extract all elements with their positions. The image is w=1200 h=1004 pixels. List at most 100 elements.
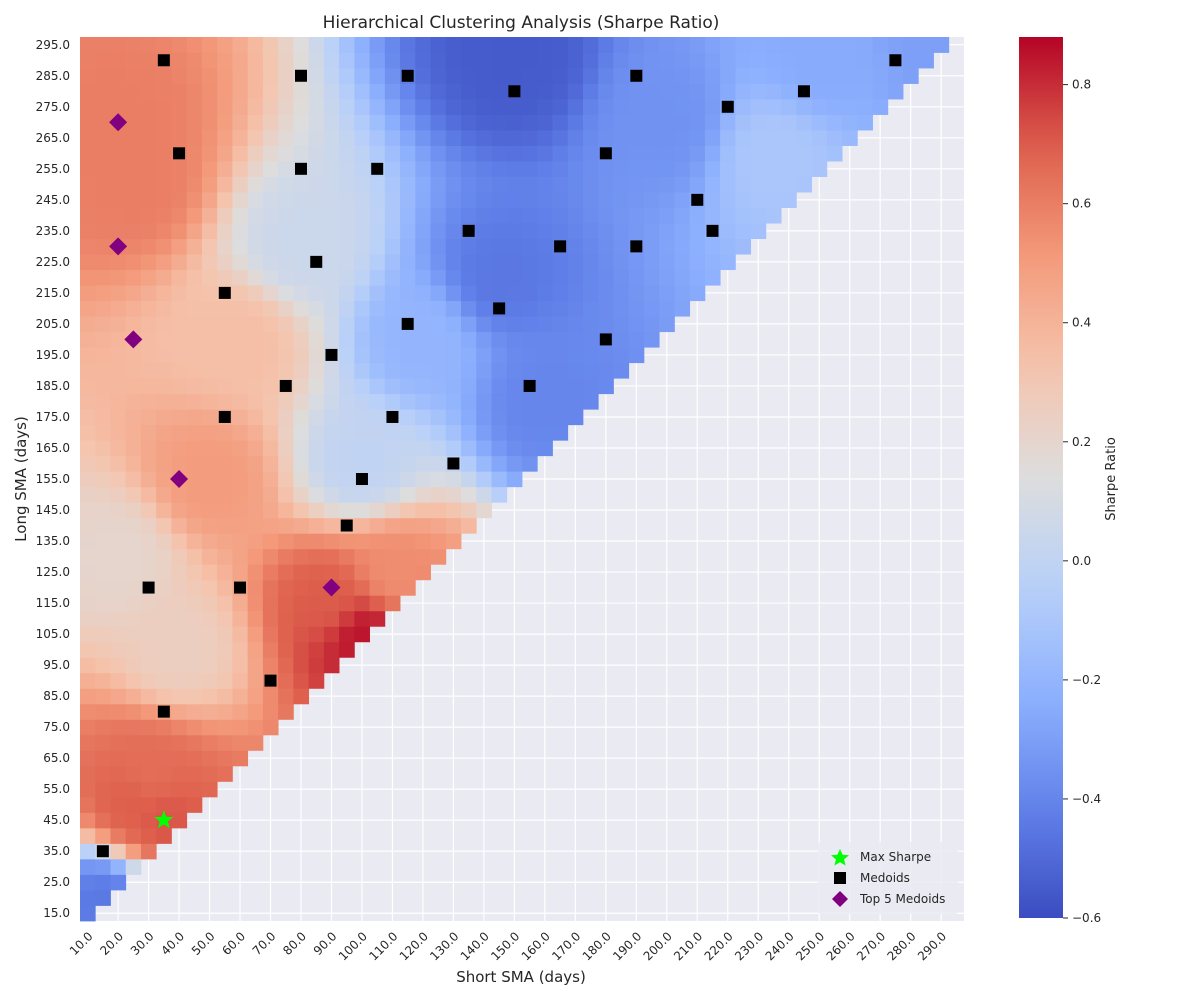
heatmap-cell — [369, 176, 386, 193]
heatmap-cell — [140, 626, 157, 643]
heatmap-cell — [445, 223, 462, 240]
heatmap-cell — [613, 316, 630, 333]
heatmap-cell — [400, 362, 416, 379]
heatmap-cell — [415, 114, 431, 131]
heatmap-cell — [140, 750, 157, 767]
heatmap-cell — [476, 269, 492, 286]
heatmap-cell — [110, 548, 127, 565]
heatmap-cell — [445, 502, 462, 519]
heatmap-cell — [171, 455, 188, 472]
heatmap-cell — [582, 52, 599, 69]
medoid-marker — [508, 85, 521, 98]
heatmap-cell — [522, 424, 538, 441]
heatmap-cell — [293, 517, 310, 534]
heatmap-cell — [201, 331, 218, 348]
heatmap-cell — [80, 579, 96, 596]
heatmap-cell — [552, 285, 569, 302]
heatmap-cell — [430, 517, 447, 534]
heatmap-cell — [415, 223, 431, 240]
heatmap-cell — [476, 223, 492, 240]
heatmap-cell — [704, 176, 721, 193]
heatmap-cell — [156, 362, 172, 379]
y-tick-labels: 15.025.035.045.055.065.075.085.095.0105.… — [36, 38, 70, 920]
legend-item-medoids: Medoids — [828, 869, 910, 887]
heatmap-cell — [339, 579, 355, 596]
heatmap-cell — [201, 300, 218, 317]
heatmap-cell — [522, 37, 538, 53]
heatmap-cell — [95, 548, 111, 565]
top-medoid-marker — [109, 237, 128, 256]
heatmap-cell — [95, 161, 111, 177]
heatmap-cell — [171, 750, 188, 767]
heatmap-cell — [506, 192, 523, 208]
heatmap-cell — [400, 393, 416, 410]
heatmap-cell — [476, 99, 492, 115]
heatmap-cell — [247, 610, 264, 627]
heatmap-cell — [308, 564, 325, 581]
heatmap-cell — [400, 223, 416, 240]
heatmap-cell — [278, 316, 294, 333]
heatmap-cell — [476, 300, 492, 317]
heatmap-cell — [125, 471, 142, 488]
heatmap-cell — [689, 269, 706, 286]
heatmap-cell — [461, 238, 477, 255]
heatmap-cell — [674, 176, 691, 193]
heatmap-cell — [217, 750, 233, 767]
heatmap-cell — [522, 130, 538, 146]
heatmap-cell — [262, 52, 279, 69]
heatmap-cell — [445, 471, 462, 488]
heatmap-cell — [461, 362, 477, 379]
heatmap-cell — [308, 471, 325, 488]
heatmap-cell — [765, 192, 782, 208]
heatmap-cell — [156, 750, 172, 767]
heatmap-cell — [582, 37, 599, 53]
heatmap-cell — [552, 316, 569, 333]
heatmap-cell — [674, 161, 691, 177]
heatmap-cell — [95, 889, 111, 906]
x-tick-label: 270.0 — [854, 929, 888, 963]
heatmap-cell — [171, 223, 188, 240]
heatmap-cell — [445, 424, 462, 441]
heatmap-cell — [156, 595, 172, 612]
heatmap-cell — [354, 114, 370, 131]
heatmap-cell — [247, 626, 264, 643]
heatmap-cell — [384, 378, 401, 395]
heatmap-cell — [735, 114, 752, 131]
heatmap-cell — [415, 440, 431, 457]
heatmap-cell — [232, 641, 249, 658]
heatmap-cell — [415, 409, 431, 426]
x-tick-label: 200.0 — [641, 929, 675, 963]
heatmap-cell — [613, 99, 630, 115]
heatmap-cell — [613, 68, 630, 84]
heatmap-cell — [308, 378, 325, 395]
heatmap-cell — [903, 37, 919, 53]
heatmap-cell — [537, 378, 553, 395]
heatmap-cell — [674, 52, 691, 69]
heatmap-cell — [720, 83, 736, 100]
colorbar-tick-label: 0.4 — [1072, 316, 1091, 330]
heatmap-cell — [293, 145, 310, 162]
heatmap-cell — [537, 145, 553, 162]
heatmap-cell — [628, 300, 645, 317]
heatmap-cell — [720, 223, 736, 240]
heatmap-cell — [506, 424, 523, 441]
y-tick-label: 225.0 — [36, 255, 70, 269]
heatmap-cell — [582, 99, 599, 115]
heatmap-cell — [95, 471, 111, 488]
heatmap-cell — [140, 734, 157, 751]
heatmap-cell — [80, 812, 96, 829]
heatmap-cell — [293, 657, 310, 674]
heatmap-cell — [506, 114, 523, 131]
heatmap-cell — [781, 52, 797, 69]
heatmap-cell — [903, 52, 919, 69]
heatmap-cell — [247, 207, 264, 224]
heatmap-cell — [80, 672, 96, 689]
heatmap-cell — [369, 502, 386, 519]
heatmap-cell — [461, 269, 477, 286]
x-axis-label: Short SMA (days) — [456, 968, 586, 986]
heatmap-cell — [308, 362, 325, 379]
heatmap-cell — [232, 688, 249, 705]
heatmap-cell — [811, 83, 828, 100]
heatmap-cell — [156, 393, 172, 410]
heatmap-cell — [598, 68, 614, 84]
